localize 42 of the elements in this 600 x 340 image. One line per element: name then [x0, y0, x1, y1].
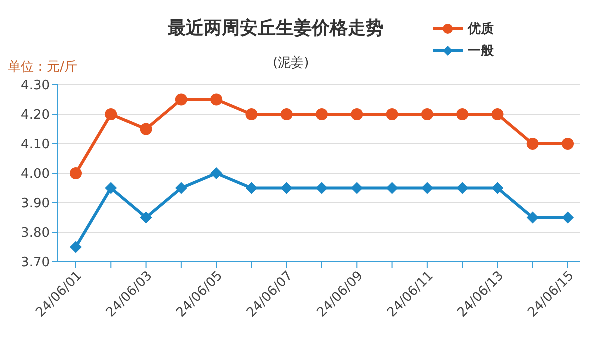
point — [351, 182, 364, 194]
point — [246, 108, 258, 120]
point — [492, 108, 504, 120]
point — [492, 182, 504, 194]
point — [70, 168, 82, 180]
point — [456, 108, 469, 120]
point — [386, 182, 398, 194]
point — [210, 168, 223, 180]
point — [456, 182, 469, 194]
legend-label: 一般 — [468, 43, 494, 60]
point — [526, 212, 539, 224]
y-tick-label: 4.10 — [21, 138, 50, 153]
point — [246, 182, 258, 194]
point — [280, 108, 293, 120]
y-tick-label: 3.70 — [21, 256, 50, 271]
y-tick-label: 4.20 — [21, 108, 50, 124]
point — [316, 182, 328, 194]
chart-subtitle: (泥姜) — [273, 54, 310, 72]
y-tick-label: 4.00 — [21, 167, 50, 182]
point — [526, 138, 539, 150]
y-tick-label: 4.30 — [21, 78, 50, 94]
point — [421, 182, 434, 194]
y-tick-label: 3.80 — [21, 226, 50, 242]
legend-label: 优质 — [468, 21, 494, 38]
point — [105, 182, 118, 194]
point — [210, 94, 223, 106]
point — [280, 182, 293, 194]
point — [70, 241, 82, 254]
point — [351, 108, 364, 120]
y-axis-title: 单位：元/斤 — [8, 59, 78, 76]
point — [140, 212, 152, 224]
point — [386, 108, 398, 120]
chart-title: 最近两周安丘生姜价格走势 — [168, 17, 384, 40]
point — [105, 108, 118, 120]
point — [562, 138, 574, 150]
point — [175, 182, 188, 194]
point — [316, 108, 328, 120]
point — [421, 108, 434, 120]
point — [562, 212, 574, 224]
point — [175, 94, 188, 106]
y-tick-label: 3.90 — [21, 196, 50, 212]
point — [140, 123, 152, 136]
